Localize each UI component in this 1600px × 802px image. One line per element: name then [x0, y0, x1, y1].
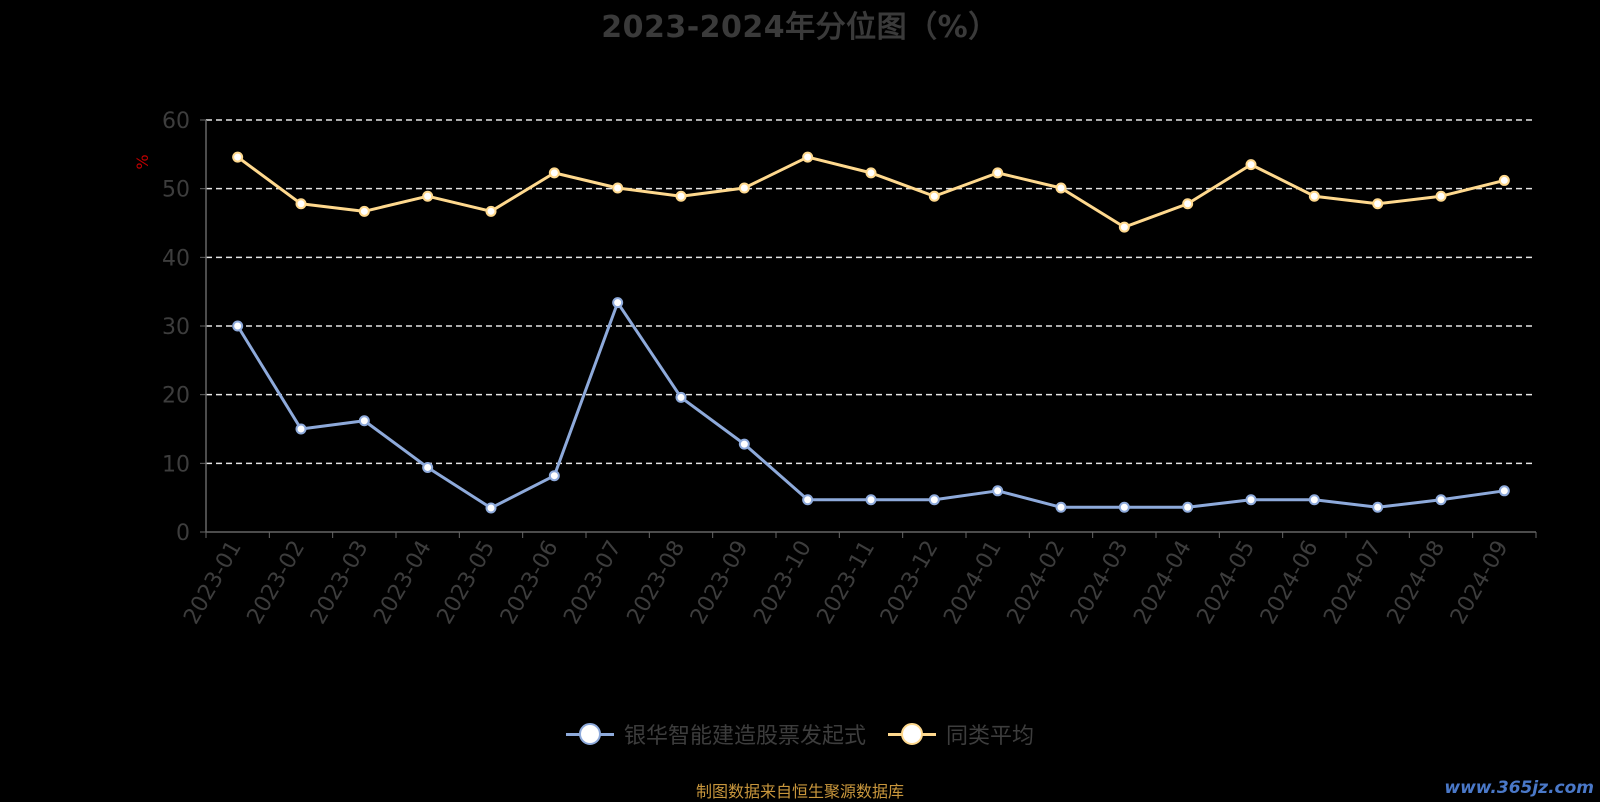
x-tick-label: 2023-11 — [813, 537, 881, 629]
y-tick-label: 40 — [162, 246, 190, 271]
data-point-0 — [1498, 485, 1510, 497]
data-point-1 — [1308, 190, 1320, 202]
x-tick-label: 2024-02 — [1003, 537, 1071, 629]
watermark: www.365jz.com — [1444, 778, 1594, 798]
data-point-1 — [232, 151, 244, 163]
data-point-0 — [232, 320, 244, 332]
x-tick-label: 2024-04 — [1129, 537, 1197, 629]
x-tick-label: 2024-08 — [1383, 537, 1451, 629]
x-tick-label: 2023-04 — [369, 537, 437, 629]
data-point-0 — [1182, 501, 1194, 513]
x-tick-label: 2023-10 — [749, 537, 817, 629]
data-point-1 — [485, 205, 497, 217]
data-point-0 — [928, 494, 940, 506]
data-point-0 — [295, 423, 307, 435]
data-point-1 — [1118, 221, 1130, 233]
x-tick-label: 2023-12 — [876, 536, 944, 628]
data-point-1 — [992, 167, 1004, 179]
data-point-1 — [612, 182, 624, 194]
data-point-0 — [612, 297, 624, 309]
data-point-0 — [1372, 501, 1384, 513]
data-point-0 — [485, 502, 497, 514]
data-point-0 — [422, 461, 434, 473]
x-tick-label: 2024-07 — [1319, 537, 1387, 629]
x-tick-label: 2024-06 — [1256, 537, 1324, 629]
data-point-0 — [1055, 501, 1067, 513]
x-tick-label: 2023-03 — [306, 537, 374, 629]
data-point-1 — [358, 205, 370, 217]
data-point-1 — [422, 190, 434, 202]
data-point-0 — [802, 494, 814, 506]
data-point-1 — [865, 167, 877, 179]
data-point-1 — [802, 151, 814, 163]
data-point-1 — [1435, 190, 1447, 202]
y-tick-label: 50 — [162, 178, 190, 203]
data-point-0 — [1245, 494, 1257, 506]
data-point-1 — [1498, 174, 1510, 186]
legend-label-average: 同类平均 — [946, 724, 1035, 749]
data-point-0 — [358, 415, 370, 427]
chart-title: 2023-2024年分位图（%） — [601, 10, 999, 45]
x-tick-label: 2023-06 — [496, 537, 564, 629]
data-point-1 — [1372, 198, 1384, 210]
legend-item-fund[interactable]: 银华智能建造股票发起式 — [565, 718, 866, 750]
x-tick-label: 2023-08 — [623, 537, 691, 629]
data-point-1 — [1245, 159, 1257, 171]
x-tick-label: 2023-01 — [179, 537, 247, 629]
y-tick-label: 30 — [162, 315, 190, 340]
data-point-0 — [1435, 494, 1447, 506]
data-point-0 — [865, 494, 877, 506]
x-tick-label: 2024-09 — [1446, 537, 1514, 629]
x-tick-label: 2023-05 — [433, 537, 501, 629]
x-tick-label: 2024-01 — [939, 537, 1007, 629]
x-tick-label: 2023-07 — [559, 537, 627, 629]
x-tick-label: 2023-09 — [686, 537, 754, 629]
data-point-1 — [928, 190, 940, 202]
y-tick-label: 0 — [176, 521, 190, 546]
data-point-0 — [992, 485, 1004, 497]
y-axis-label: % — [133, 154, 152, 169]
chart-legend: 银华智能建造股票发起式 同类平均 — [0, 718, 1600, 750]
data-point-0 — [548, 470, 560, 482]
data-point-0 — [1118, 501, 1130, 513]
data-point-1 — [1182, 198, 1194, 210]
x-tick-label: 2023-02 — [243, 537, 311, 629]
data-point-1 — [738, 182, 750, 194]
legend-item-category-average[interactable]: 同类平均 — [888, 718, 1034, 750]
data-point-1 — [1055, 182, 1067, 194]
x-tick-label: 2024-05 — [1193, 537, 1261, 629]
data-point-0 — [675, 391, 687, 403]
y-tick-label: 20 — [162, 384, 190, 409]
data-point-0 — [738, 438, 750, 450]
data-point-1 — [295, 198, 307, 210]
legend-label-fund: 银华智能建造股票发起式 — [623, 724, 866, 749]
data-source-note: 制图数据来自恒生聚源数据库 — [695, 782, 904, 801]
legend-swatch-average-icon — [888, 722, 936, 746]
x-tick-label: 2024-03 — [1066, 537, 1134, 629]
y-tick-label: 60 — [162, 109, 190, 134]
legend-swatch-fund-icon — [565, 722, 614, 746]
data-point-1 — [548, 167, 560, 179]
y-tick-label: 10 — [162, 452, 190, 477]
series-line-0 — [236, 301, 1505, 510]
data-point-1 — [675, 190, 687, 202]
data-point-0 — [1308, 494, 1320, 506]
